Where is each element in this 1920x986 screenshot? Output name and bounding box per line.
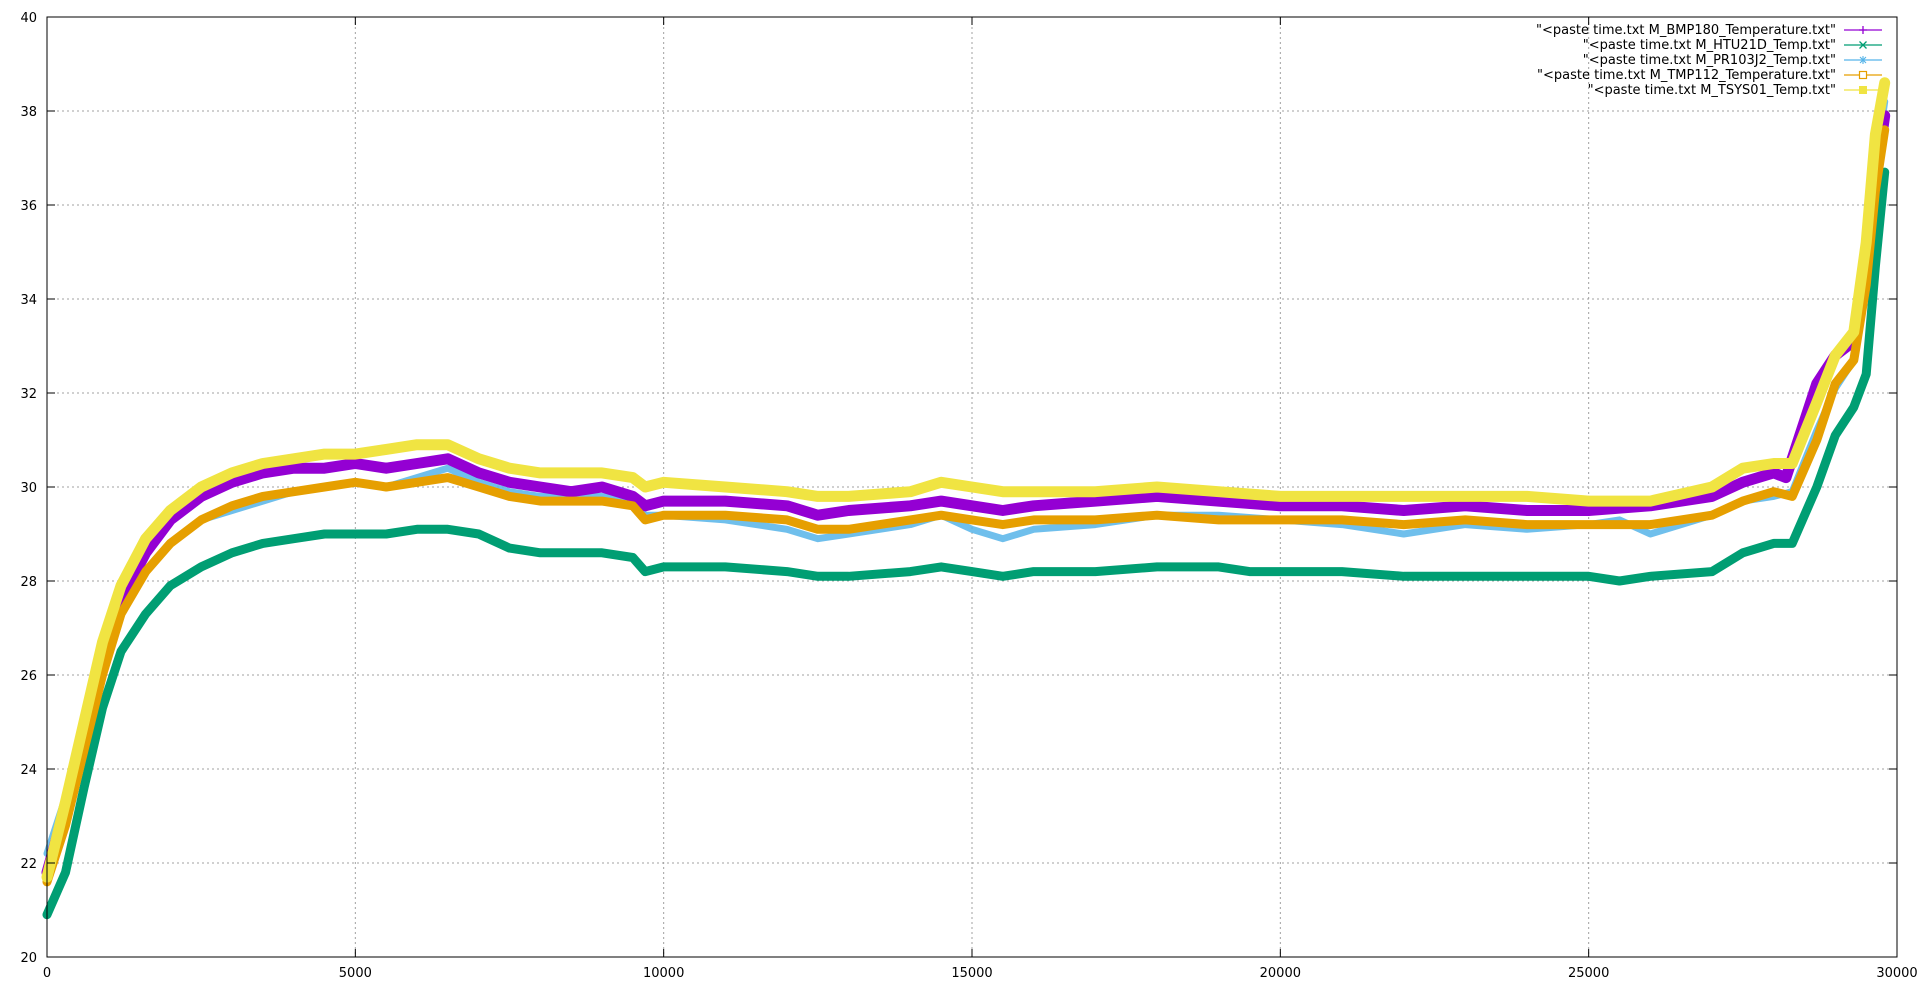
x-tick-label: 10000 — [643, 966, 684, 981]
legend-marker — [1859, 26, 1867, 34]
series-layer — [41, 77, 1891, 920]
y-tick-label: 34 — [20, 293, 37, 308]
x-tick-label: 25000 — [1568, 966, 1609, 981]
y-tick-label: 40 — [20, 11, 37, 26]
y-tick-label: 36 — [20, 199, 37, 214]
legend-marker — [1859, 41, 1867, 49]
legend-label: "<paste time.txt M_HTU21D_Temp.txt" — [1583, 38, 1836, 53]
legend-label: "<paste time.txt M_PR103J2_Temp.txt" — [1583, 53, 1836, 68]
legend-marker — [1859, 56, 1867, 64]
legend-label: "<paste time.txt M_BMP180_Temperature.tx… — [1536, 23, 1836, 38]
x-tick-label: 5000 — [339, 966, 372, 981]
legend: "<paste time.txt M_BMP180_Temperature.tx… — [1536, 23, 1882, 98]
legend-marker — [1858, 70, 1868, 80]
series-line-5 — [41, 77, 1891, 883]
y-tick-label: 28 — [20, 575, 37, 590]
y-tick-label: 24 — [20, 763, 37, 778]
axis-ticks: 0 5000 10000 15000 20000 25000 30000 20 22 24 26 28… — [20, 11, 1917, 981]
x-tick-label: 0 — [43, 966, 51, 981]
legend-label: "<paste time.txt M_TSYS01_Temp.txt" — [1588, 83, 1836, 98]
y-tick-label: 22 — [20, 857, 37, 872]
y-tick-label: 30 — [20, 481, 37, 496]
y-tick-label: 26 — [20, 669, 37, 684]
x-tick-label: 30000 — [1876, 966, 1917, 981]
series-line-2 — [42, 167, 1890, 920]
series-line-1 — [41, 110, 1891, 878]
x-tick-label: 15000 — [951, 966, 992, 981]
series-line-3 — [43, 98, 1889, 858]
y-tick-label: 20 — [20, 951, 37, 966]
x-tick-label: 20000 — [1260, 966, 1301, 981]
legend-marker — [1859, 86, 1867, 94]
y-tick-label: 32 — [20, 387, 37, 402]
series-line-4 — [42, 125, 1890, 887]
y-tick-label: 38 — [20, 105, 37, 120]
legend-label: "<paste time.txt M_TMP112_Temperature.tx… — [1537, 68, 1836, 83]
